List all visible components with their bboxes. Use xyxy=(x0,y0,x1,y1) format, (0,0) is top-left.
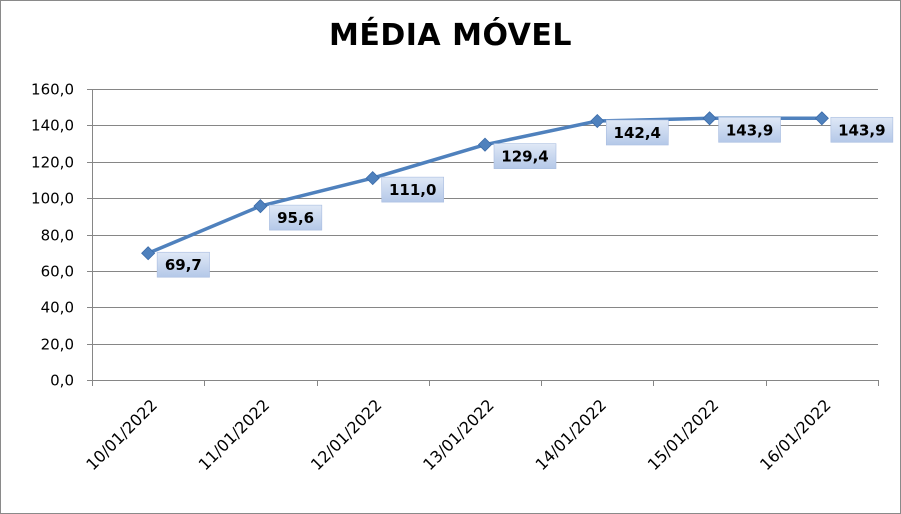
y-tick-label: 80,0 xyxy=(41,227,74,245)
data-label: 142,4 xyxy=(614,124,661,142)
data-label-box xyxy=(381,176,445,203)
chart-title: MÉDIA MÓVEL xyxy=(329,18,572,53)
data-label-box xyxy=(493,143,557,169)
data-label: 69,7 xyxy=(165,256,202,274)
y-tick-label: 20,0 xyxy=(41,336,74,354)
x-tick-label: 15/01/2022 xyxy=(644,395,723,474)
y-tick-label: 0,0 xyxy=(50,372,74,390)
x-tick-label: 14/01/2022 xyxy=(531,395,610,474)
x-tick-label: 13/01/2022 xyxy=(419,395,498,474)
y-tick-label: 60,0 xyxy=(41,263,74,281)
data-point-marker xyxy=(477,137,493,152)
data-label-box xyxy=(605,119,669,146)
x-tick-label: 11/01/2022 xyxy=(195,395,274,474)
data-label-box xyxy=(718,116,781,143)
data-point-marker xyxy=(702,111,717,126)
data-label: 143,9 xyxy=(726,121,773,139)
y-tick-label: 140,0 xyxy=(31,117,74,135)
data-point-marker xyxy=(253,199,268,214)
data-point-marker xyxy=(590,113,605,129)
data-point-marker xyxy=(814,111,829,126)
data-label: 143,9 xyxy=(838,121,885,139)
data-label-box xyxy=(269,204,323,231)
y-tick-label: 100,0 xyxy=(31,190,74,208)
x-tick-label: 12/01/2022 xyxy=(307,395,386,474)
data-label: 129,4 xyxy=(501,148,548,166)
data-label-box xyxy=(156,251,210,278)
data-point-marker xyxy=(141,246,156,261)
data-label-box xyxy=(830,116,894,143)
data-label: 111,0 xyxy=(389,181,436,199)
x-tick-label: 10/01/2022 xyxy=(82,395,161,474)
data-label: 95,6 xyxy=(277,209,314,227)
y-tick-label: 160,0 xyxy=(31,81,74,99)
y-tick-label: 120,0 xyxy=(31,154,74,172)
y-tick-label: 40,0 xyxy=(41,299,74,317)
data-point-marker xyxy=(365,171,380,186)
x-tick-label: 16/01/2022 xyxy=(756,395,835,474)
